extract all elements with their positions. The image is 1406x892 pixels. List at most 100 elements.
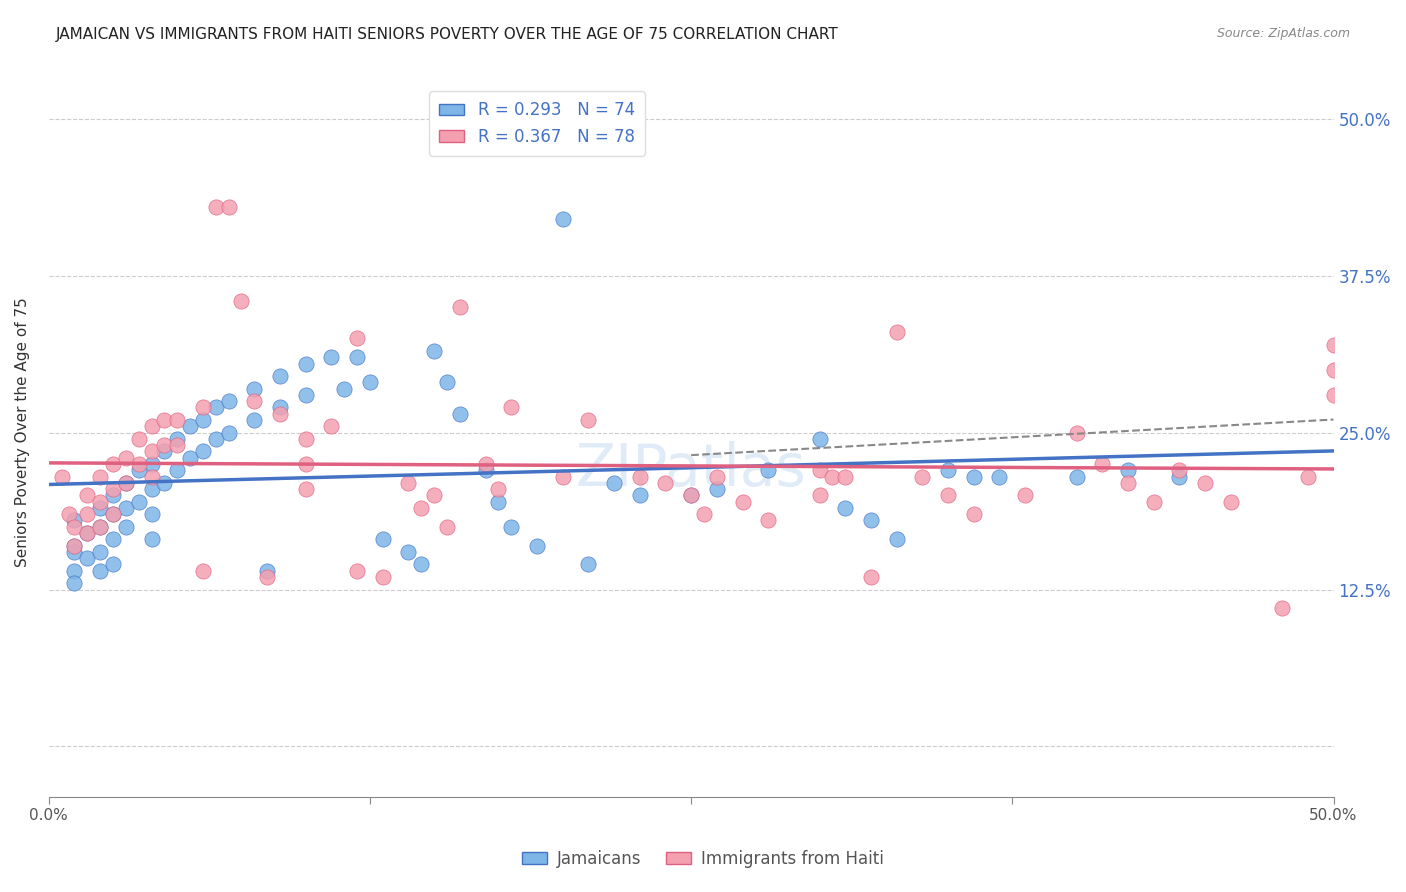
Point [153, 444, 176, 458]
Point [141, 507, 163, 521]
Point [808, 432, 831, 446]
Point [834, 500, 856, 515]
Point [321, 351, 343, 365]
Point [886, 325, 908, 339]
Y-axis label: Seniors Poverty Over the Age of 75: Seniors Poverty Over the Age of 75 [15, 298, 30, 567]
Point [449, 407, 471, 421]
Point [411, 558, 433, 572]
Point [294, 457, 316, 471]
Point [269, 369, 291, 384]
Point [423, 488, 446, 502]
Point [1194, 475, 1216, 490]
Point [474, 457, 496, 471]
Point [101, 482, 124, 496]
Point [821, 469, 844, 483]
Point [1168, 463, 1191, 477]
Point [371, 570, 394, 584]
Point [231, 293, 253, 308]
Point [1322, 388, 1344, 402]
Point [346, 564, 368, 578]
Point [191, 401, 214, 415]
Point [76, 551, 98, 566]
Point [1322, 363, 1344, 377]
Point [886, 533, 908, 547]
Point [1143, 494, 1166, 508]
Point [89, 494, 111, 508]
Point [693, 507, 716, 521]
Point [423, 343, 446, 358]
Point [963, 469, 986, 483]
Point [243, 382, 266, 396]
Point [269, 407, 291, 421]
Point [859, 513, 882, 527]
Point [101, 488, 124, 502]
Point [551, 212, 574, 227]
Point [179, 450, 201, 465]
Point [1322, 337, 1344, 351]
Point [141, 482, 163, 496]
Point [436, 376, 458, 390]
Text: JAMAICAN VS IMMIGRANTS FROM HAITI SENIORS POVERTY OVER THE AGE OF 75 CORRELATION: JAMAICAN VS IMMIGRANTS FROM HAITI SENIOR… [56, 27, 839, 42]
Point [63, 520, 86, 534]
Point [218, 425, 240, 440]
Point [706, 482, 728, 496]
Point [346, 331, 368, 345]
Point [1014, 488, 1036, 502]
Point [141, 457, 163, 471]
Point [101, 533, 124, 547]
Point [89, 564, 111, 578]
Legend: R = 0.293   N = 74, R = 0.367   N = 78: R = 0.293 N = 74, R = 0.367 N = 78 [429, 91, 645, 156]
Point [141, 444, 163, 458]
Point [1271, 601, 1294, 615]
Point [501, 520, 523, 534]
Point [63, 539, 86, 553]
Point [89, 520, 111, 534]
Point [101, 457, 124, 471]
Point [256, 570, 278, 584]
Point [76, 507, 98, 521]
Point [808, 488, 831, 502]
Point [166, 432, 188, 446]
Point [128, 494, 150, 508]
Point [449, 300, 471, 314]
Point [128, 432, 150, 446]
Point [76, 526, 98, 541]
Point [936, 463, 959, 477]
Point [114, 450, 136, 465]
Point [603, 475, 626, 490]
Point [681, 488, 703, 502]
Text: ZIPatlas: ZIPatlas [575, 441, 807, 498]
Point [114, 475, 136, 490]
Point [166, 463, 188, 477]
Point [808, 463, 831, 477]
Point [166, 438, 188, 452]
Point [179, 419, 201, 434]
Point [1116, 463, 1139, 477]
Point [256, 564, 278, 578]
Point [89, 469, 111, 483]
Point [153, 413, 176, 427]
Point [859, 570, 882, 584]
Point [58, 507, 80, 521]
Point [398, 545, 420, 559]
Point [911, 469, 934, 483]
Point [101, 507, 124, 521]
Point [101, 507, 124, 521]
Point [63, 576, 86, 591]
Point [191, 413, 214, 427]
Point [576, 558, 599, 572]
Point [141, 533, 163, 547]
Point [371, 533, 394, 547]
Point [114, 500, 136, 515]
Point [76, 488, 98, 502]
Point [474, 463, 496, 477]
Point [1219, 494, 1241, 508]
Point [294, 388, 316, 402]
Point [756, 463, 779, 477]
Point [501, 401, 523, 415]
Point [114, 475, 136, 490]
Point [333, 382, 356, 396]
Point [936, 488, 959, 502]
Point [576, 413, 599, 427]
Point [191, 444, 214, 458]
